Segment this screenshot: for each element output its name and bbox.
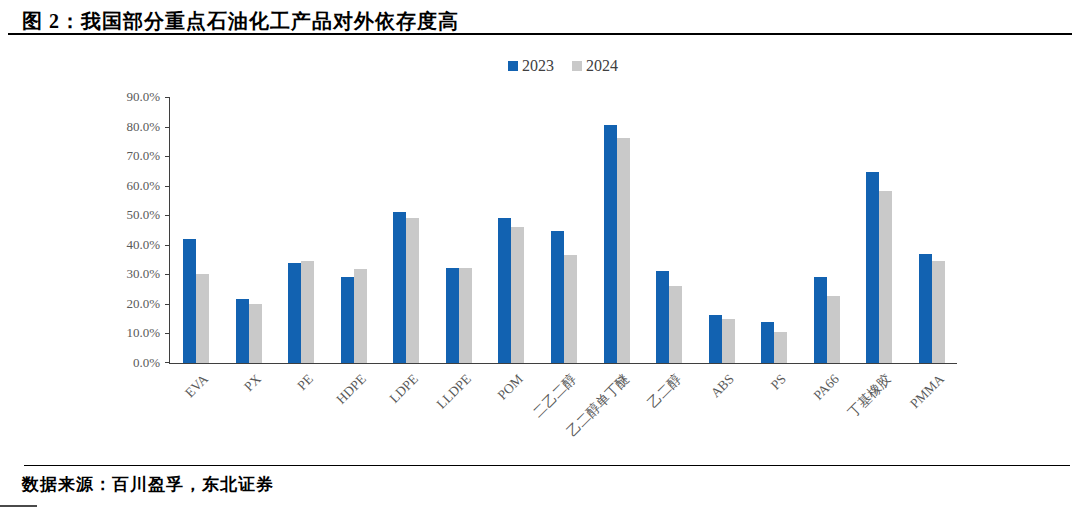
title-divider-line [8, 33, 1072, 35]
y-axis-tick-label: 80.0% [126, 120, 160, 134]
y-axis-tick [165, 274, 170, 275]
y-axis-tick [165, 245, 170, 246]
bar-2024-ABS [722, 319, 735, 363]
figure-title: 图 2：我国部分重点石油化工产品对外依存度高 [22, 8, 459, 35]
y-axis-tick-label: 30.0% [126, 267, 160, 281]
bar-2023-ABS [709, 315, 722, 363]
x-category-label-PA66: PA66 [747, 372, 842, 467]
x-category-label-丁基橡胶: 丁基橡胶 [799, 372, 894, 467]
x-category-label-二乙二醇: 二乙二醇 [484, 372, 579, 467]
bar-2024-EVA [196, 274, 209, 363]
data-source-note: 数据来源：百川盈孚，东北证券 [22, 473, 274, 496]
bar-2024-二乙二醇 [564, 255, 577, 363]
bar-2024-HDPE [354, 269, 367, 363]
bar-2024-LLDPE [459, 268, 472, 363]
bar-2023-LLDPE [446, 268, 459, 363]
bar-2023-POM [498, 218, 511, 363]
x-category-label-PMMA: PMMA [852, 372, 947, 467]
bar-2023-乙二醇 [656, 271, 669, 363]
footer-divider-line [24, 465, 1070, 466]
y-axis-tick-label: 50.0% [126, 208, 160, 222]
y-axis-tick-label: 40.0% [126, 238, 160, 252]
bar-2024-PMMA [932, 261, 945, 363]
x-category-label-POM: POM [432, 372, 527, 467]
bar-2024-PE [301, 261, 314, 363]
bar-2023-PMMA [919, 254, 932, 363]
legend-item-2024: 2024 [572, 57, 618, 75]
bar-2024-乙二醇 [669, 286, 682, 363]
y-axis-tick [165, 156, 170, 157]
y-axis-tick-label: 90.0% [126, 90, 160, 104]
y-axis-tick [165, 127, 170, 128]
bar-2024-PX [249, 304, 262, 363]
legend-label: 2024 [586, 57, 618, 75]
x-category-label-LLDPE: LLDPE [379, 372, 474, 467]
bar-2023-PX [236, 299, 249, 363]
x-category-label-乙二醇: 乙二醇 [589, 372, 684, 467]
bar-2023-丁基橡胶 [866, 172, 879, 363]
report-figure-page: 图 2：我国部分重点石油化工产品对外依存度高 20232024 0.0%10.0… [0, 0, 1080, 508]
page-edge-artifact [0, 505, 37, 507]
bar-chart-plot-area: 0.0%10.0%20.0%30.0%40.0%50.0%60.0%70.0%8… [169, 98, 957, 364]
y-axis-tick [165, 97, 170, 98]
bar-2024-丁基橡胶 [879, 191, 892, 363]
y-axis-tick [165, 304, 170, 305]
bar-2024-LDPE [406, 218, 419, 363]
x-category-label-PE: PE [221, 372, 316, 467]
x-category-label-EVA: EVA [116, 372, 211, 467]
y-axis-tick-label: 60.0% [126, 179, 160, 193]
bar-2023-HDPE [341, 277, 354, 363]
y-axis-tick [165, 215, 170, 216]
y-axis-tick [165, 186, 170, 187]
bar-2023-二乙二醇 [551, 231, 564, 363]
x-category-label-乙二醇单丁醚: 乙二醇单丁醚 [537, 372, 632, 467]
bar-2024-PA66 [827, 296, 840, 363]
x-category-label-PX: PX [169, 372, 264, 467]
y-axis-tick-label: 10.0% [126, 326, 160, 340]
y-axis-tick-label: 0.0% [133, 356, 160, 370]
x-category-label-ABS: ABS [642, 372, 737, 467]
bar-2023-PA66 [814, 277, 827, 363]
bar-2023-PS [761, 322, 774, 363]
bar-2024-乙二醇单丁醚 [617, 138, 630, 363]
y-axis-tick-label: 70.0% [126, 149, 160, 163]
legend-item-2023: 2023 [508, 57, 554, 75]
bar-2024-POM [511, 227, 524, 363]
x-category-label-PS: PS [694, 372, 789, 467]
y-axis-tick [165, 333, 170, 334]
y-axis-tick [165, 362, 170, 363]
legend-label: 2023 [522, 57, 554, 75]
bar-2024-PS [774, 332, 787, 363]
legend-swatch-2024 [572, 61, 582, 71]
x-category-label-LDPE: LDPE [327, 372, 422, 467]
chart-legend: 2023 2024 [169, 57, 957, 75]
bar-2023-EVA [183, 239, 196, 363]
bar-2023-LDPE [393, 212, 406, 363]
legend-swatch-2023 [508, 61, 518, 71]
x-category-label-HDPE: HDPE [274, 372, 369, 467]
bar-2023-乙二醇单丁醚 [604, 125, 617, 363]
y-axis-tick-label: 20.0% [126, 297, 160, 311]
bar-2023-PE [288, 263, 301, 363]
